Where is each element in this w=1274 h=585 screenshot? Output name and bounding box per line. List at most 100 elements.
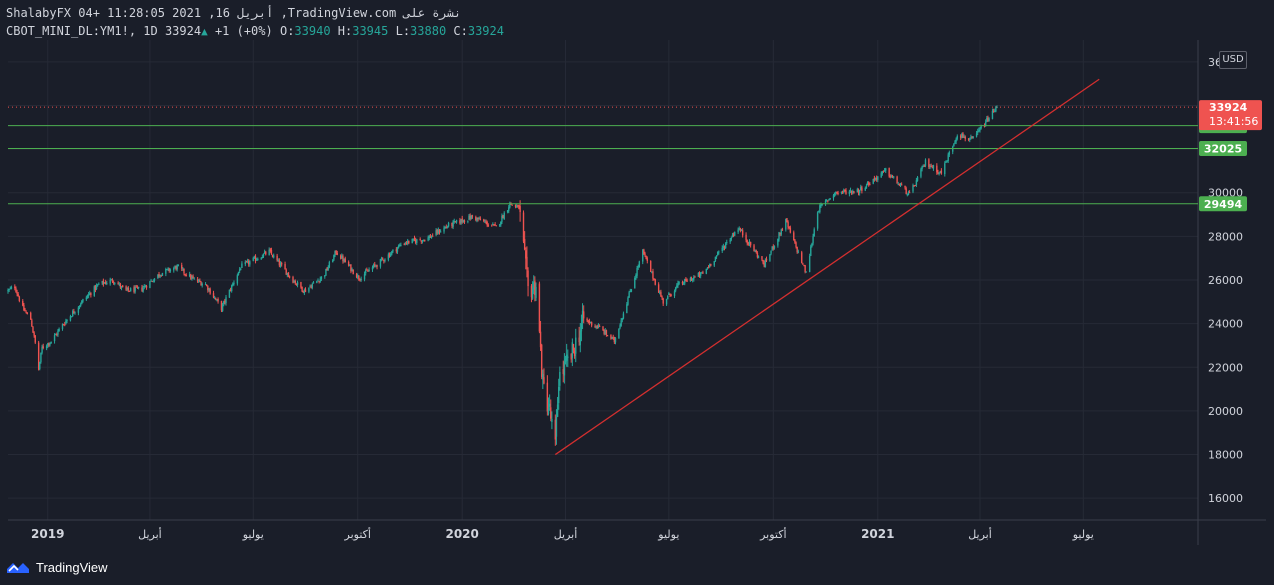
candle-body [158,274,160,277]
candle-body [364,270,367,274]
candle-body [141,287,143,291]
candle-body [644,253,646,256]
candle-body [270,249,273,255]
candle-body [685,279,687,281]
y-tick-label: 16000 [1208,492,1243,505]
candle-body [265,251,267,255]
candle-body [881,171,884,174]
candle-body [954,141,956,144]
candle-body [498,224,501,226]
candle-body [527,270,529,287]
candle-body [802,263,804,265]
candle-body [716,251,719,256]
candle-body [40,352,42,363]
candle-body [70,316,73,318]
candle-body [558,386,560,404]
candle-body [904,185,906,188]
candle-body [765,258,768,261]
candle-body [215,298,217,300]
candle-body [296,282,299,285]
candle-body [962,133,964,138]
candle-body [547,408,550,414]
candle-body [638,261,641,268]
candle-body [133,287,135,293]
candle-body [837,192,839,194]
candle-body [849,190,852,192]
candle-body [252,257,254,261]
chart-header: ShalabyFX 04+ 11:28:05 2021 ,16 أبريل ,T… [6,4,504,40]
candle-body [581,310,584,322]
candle-body [676,285,678,288]
candle-body [845,190,847,195]
candle-body [567,356,569,359]
candle-body [49,342,51,345]
candle-body [912,185,914,192]
candle-body [659,292,661,294]
candle-body [367,270,369,272]
candle-body [368,269,370,272]
candle-body [630,289,633,292]
candle-body [246,260,249,262]
candle-body [216,299,218,301]
candle-body [223,301,225,305]
candle-body [922,165,924,167]
candle-body [109,279,111,284]
open-value: 33940 [294,24,331,38]
candle-body [260,258,262,260]
candle-body [674,287,677,291]
candle-body [661,296,663,298]
candle-body [413,238,416,241]
candle-body [979,128,981,131]
candle-body [419,239,421,241]
candle-body [73,311,75,313]
x-tick-label: يوليو [1072,528,1094,541]
y-tick-label: 28000 [1208,230,1243,243]
candle-body [168,268,170,272]
low-value: 33880 [410,24,447,38]
candle-body [412,238,415,240]
currency-badge[interactable]: USD [1219,51,1247,69]
candle-body [810,246,812,256]
candle-body [269,249,271,251]
candle-body [629,291,631,293]
candle-body [707,267,710,269]
candle-body [542,374,544,380]
candle-body [181,265,183,269]
candle-body [151,280,153,282]
candle-body [56,334,58,336]
candle-body [872,178,874,184]
candle-body [665,299,668,305]
candle-body [485,221,487,223]
candle-body [114,282,116,284]
candle-body [963,136,965,138]
candle-body [702,272,704,274]
candle-body [268,249,270,256]
candle-body [98,283,100,285]
footer-branding[interactable]: TradingView [6,556,108,578]
symbol-label[interactable]: CBOT_MINI_DL:YM1!, 1D [6,24,158,38]
candle-body [734,231,736,236]
candle-body [10,287,13,289]
candle-body [829,198,831,200]
candle-body [208,289,210,291]
candle-body [280,263,283,265]
candle-body [229,290,232,292]
candle-body [302,290,304,293]
candle-body [366,269,368,271]
candle-body [634,277,636,289]
candle-body [994,110,996,112]
candle-body [947,154,949,161]
candle-body [428,236,430,239]
candle-body [836,191,838,194]
candle-body [850,191,853,194]
candle-body [347,261,350,266]
candle-body [622,313,625,319]
x-tick-label: أكتوبر [759,527,786,541]
candle-body [603,329,605,334]
candle-body [437,229,440,234]
candle-body [885,168,887,171]
candle-body [614,337,617,343]
candle-body [333,255,335,260]
candle-body [673,291,676,296]
